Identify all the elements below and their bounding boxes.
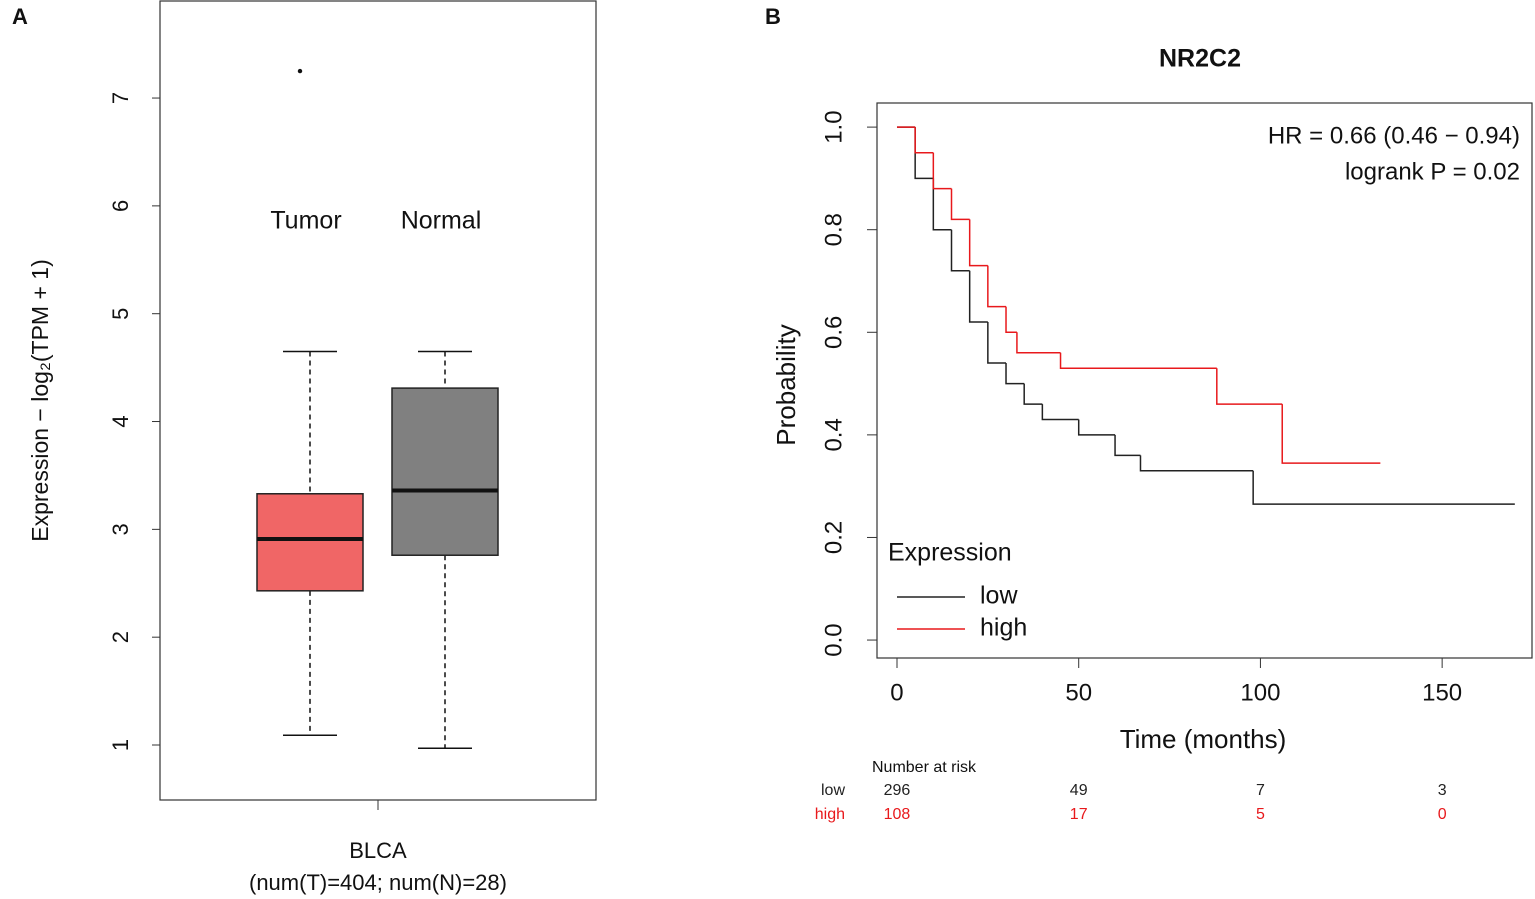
y-tick-label: 0.2 <box>820 521 847 554</box>
legend-title: Expression <box>888 539 1012 567</box>
y-tick-label: 7 <box>108 92 133 104</box>
survival-step <box>1216 368 1283 405</box>
plot-frame <box>159 0 597 801</box>
risk-value: 3 <box>1438 782 1447 799</box>
x-axis-label: Time (months) <box>1120 724 1287 754</box>
x-tick-label: 0 <box>890 679 903 706</box>
survival-step <box>1005 306 1017 334</box>
y-tick-label: 0.0 <box>820 623 847 656</box>
survival-step <box>1252 470 1515 505</box>
survival-step <box>1281 404 1381 464</box>
risk-value: 7 <box>1256 782 1265 799</box>
survival-step <box>968 219 988 267</box>
survival-step <box>950 229 970 272</box>
survival-step <box>987 265 1007 308</box>
outlier <box>297 68 303 74</box>
y-axis-label: Probability <box>771 324 801 445</box>
y-tick-label: 0.8 <box>820 213 847 246</box>
panel-label: A <box>12 4 28 29</box>
survival-step <box>1023 383 1043 405</box>
chart-title: NR2C2 <box>1159 45 1241 73</box>
box <box>391 387 499 556</box>
survival-step <box>932 178 952 231</box>
x-tick-label: 100 <box>1240 679 1280 706</box>
survival-step <box>1139 455 1254 472</box>
box <box>256 493 364 592</box>
y-tick-label: 6 <box>108 200 133 212</box>
panel-label: B <box>765 4 781 29</box>
risk-row-label: high <box>815 806 845 823</box>
legend-label: low <box>980 582 1018 610</box>
risk-value: 5 <box>1256 806 1265 823</box>
survival-step <box>987 322 1007 364</box>
survival-step <box>1041 404 1079 421</box>
y-tick-label: 1.0 <box>820 110 847 143</box>
survival-step <box>1016 332 1061 354</box>
x-tick-label: 150 <box>1422 679 1462 706</box>
risk-value: 49 <box>1070 782 1088 799</box>
risk-table-title: Number at risk <box>872 759 977 776</box>
survival-step <box>1114 434 1141 457</box>
x-tick-label: BLCA <box>349 838 407 863</box>
survival-step <box>1005 363 1025 385</box>
risk-row-label: low <box>821 782 845 799</box>
legend-label: high <box>980 614 1027 642</box>
survival-step <box>914 127 934 154</box>
y-tick-label: 5 <box>108 308 133 320</box>
risk-value: 17 <box>1070 806 1088 823</box>
y-tick-label: 4 <box>108 415 133 427</box>
x-tick-label: 50 <box>1065 679 1092 706</box>
category-label: Normal <box>401 207 482 235</box>
risk-value: 296 <box>884 782 911 799</box>
plot-frame <box>876 102 1533 659</box>
y-tick-label: 3 <box>108 523 133 535</box>
category-label: Tumor <box>270 207 341 235</box>
y-tick-label: 1 <box>108 739 133 751</box>
x-axis-label: (num(T)=404; num(N)=28) <box>249 870 507 895</box>
survival-step <box>968 270 988 323</box>
annotation: HR = 0.66 (0.46 − 0.94) <box>1268 122 1520 149</box>
survival-step <box>950 188 970 221</box>
survival-step <box>932 152 952 190</box>
y-axis-label: Expression − log₂(TPM + 1) <box>27 259 53 541</box>
survival-step <box>1059 352 1217 369</box>
y-tick-label: 0.6 <box>820 316 847 349</box>
survival-step <box>1077 419 1116 436</box>
risk-value: 0 <box>1438 806 1447 823</box>
y-tick-label: 0.4 <box>820 418 847 451</box>
y-tick-label: 2 <box>108 631 133 643</box>
annotation: logrank P = 0.02 <box>1345 158 1520 185</box>
risk-value: 108 <box>884 806 911 823</box>
